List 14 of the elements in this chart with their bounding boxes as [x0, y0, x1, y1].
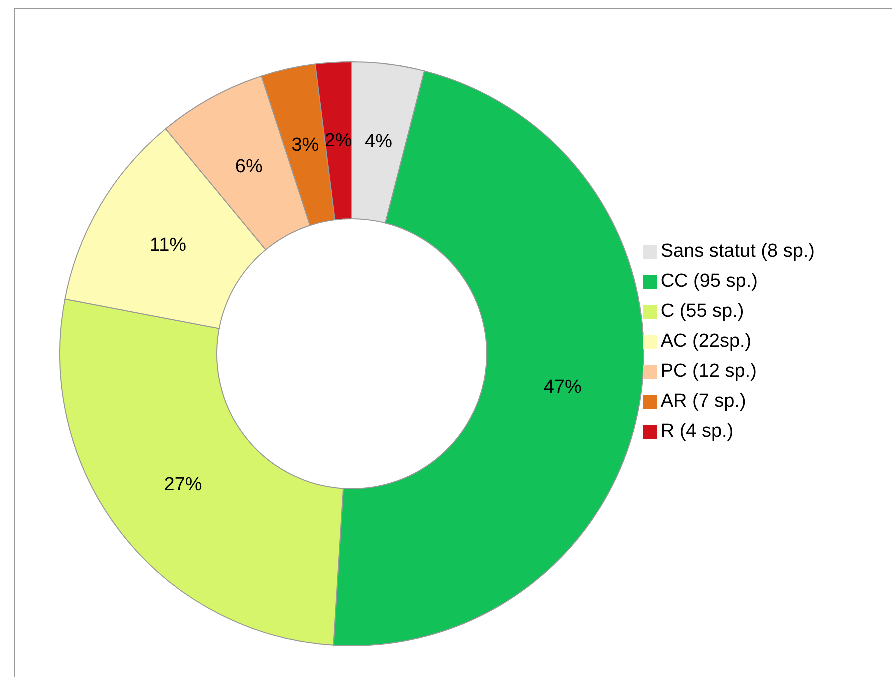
legend-label: CC (95 sp.): [660, 270, 758, 292]
data-label: 3%: [292, 135, 320, 156]
legend-label: AR (7 sp.): [660, 390, 746, 412]
legend-label: PC (12 sp.): [660, 360, 757, 382]
data-label: 2%: [324, 130, 352, 152]
legend-label: R (4 sp.): [660, 420, 734, 442]
data-label: 6%: [235, 156, 263, 178]
data-label: 11%: [150, 234, 187, 256]
data-label: 47%: [544, 376, 582, 398]
legend-label: Sans statut (8 sp.): [660, 240, 815, 262]
data-label: 4%: [365, 132, 393, 153]
data-label: 27%: [164, 474, 202, 496]
legend-label: C (55 sp.): [660, 300, 744, 322]
legend-label: AC (22sp.): [660, 330, 752, 352]
